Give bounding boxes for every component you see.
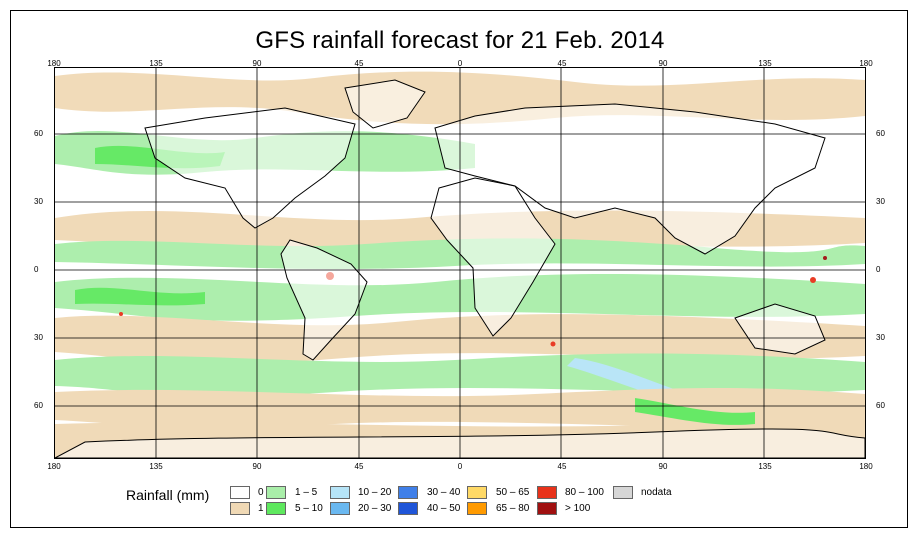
figure-frame xyxy=(10,10,908,528)
legend-swatch xyxy=(537,502,557,515)
legend-label: 20 – 30 xyxy=(358,503,392,514)
lon-tick-top: 45 xyxy=(557,59,567,68)
legend-swatch xyxy=(330,502,350,515)
lon-tick-top: 180 xyxy=(859,59,873,68)
lon-tick-top: 0 xyxy=(457,59,463,68)
lat-tick-right: 30 xyxy=(876,333,885,342)
legend-label: nodata xyxy=(641,487,672,498)
lon-tick-top: 90 xyxy=(252,59,262,68)
lat-tick-right: 0 xyxy=(876,265,881,274)
lat-tick-right: 30 xyxy=(876,197,885,206)
lon-tick-top: 135 xyxy=(758,59,772,68)
lon-tick-bottom: 180 xyxy=(859,462,873,471)
legend-swatch xyxy=(230,502,250,515)
lat-tick-left: 30 xyxy=(34,197,43,206)
lat-tick-right: 60 xyxy=(876,401,885,410)
lon-tick-bottom: 135 xyxy=(149,462,163,471)
legend-label: 30 – 40 xyxy=(427,487,461,498)
lon-tick-bottom: 90 xyxy=(252,462,262,471)
legend-swatch xyxy=(537,486,557,499)
legend-label: 5 – 10 xyxy=(295,503,323,514)
legend-swatch xyxy=(266,502,286,515)
lon-tick-bottom: 180 xyxy=(47,462,61,471)
lon-tick-top: 90 xyxy=(658,59,668,68)
legend-swatch xyxy=(467,502,487,515)
lon-tick-top: 180 xyxy=(47,59,61,68)
lat-tick-right: 60 xyxy=(876,129,885,138)
lat-tick-left: 60 xyxy=(34,129,43,138)
rainfall-map xyxy=(54,67,866,459)
lon-tick-bottom: 0 xyxy=(457,462,463,471)
legend-swatch xyxy=(467,486,487,499)
lat-tick-left: 30 xyxy=(34,333,43,342)
lat-tick-left: 60 xyxy=(34,401,43,410)
legend-swatch xyxy=(613,486,633,499)
legend-label: 40 – 50 xyxy=(427,503,461,514)
legend-swatch xyxy=(266,486,286,499)
legend-label: 65 – 80 xyxy=(496,503,530,514)
map-title: GFS rainfall forecast for 21 Feb. 2014 xyxy=(255,27,665,54)
lon-tick-bottom: 90 xyxy=(658,462,668,471)
legend-label: 50 – 65 xyxy=(496,487,530,498)
legend-label: 10 – 20 xyxy=(358,487,392,498)
legend-label: 1 xyxy=(258,503,264,514)
lon-tick-bottom: 45 xyxy=(354,462,364,471)
lat-tick-left: 0 xyxy=(34,265,39,274)
lon-tick-top: 45 xyxy=(354,59,364,68)
legend-label: 0 xyxy=(258,487,264,498)
rainfall-map-graphic xyxy=(55,68,865,458)
graticule xyxy=(55,68,865,458)
legend-swatch xyxy=(398,502,418,515)
legend-swatch xyxy=(230,486,250,499)
legend-title: Rainfall (mm) xyxy=(126,487,210,503)
legend-label: > 100 xyxy=(565,503,591,514)
lon-tick-bottom: 135 xyxy=(758,462,772,471)
legend-label: 1 – 5 xyxy=(295,487,318,498)
lon-tick-bottom: 45 xyxy=(557,462,567,471)
legend-label: 80 – 100 xyxy=(565,487,604,498)
legend-swatch xyxy=(330,486,350,499)
legend-swatch xyxy=(398,486,418,499)
lon-tick-top: 135 xyxy=(149,59,163,68)
